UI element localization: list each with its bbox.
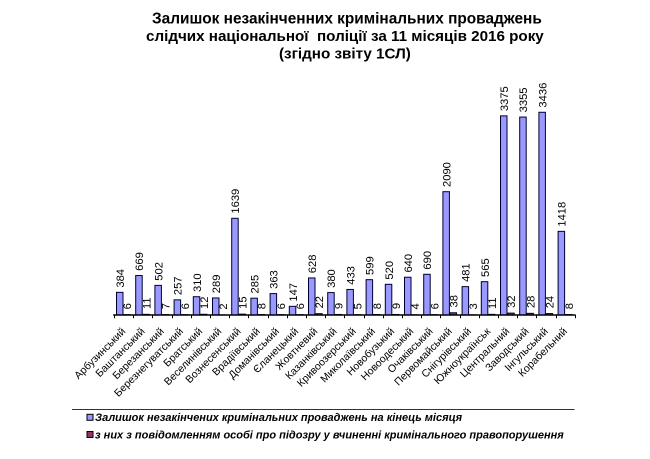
svg-text:32: 32 (506, 295, 518, 307)
svg-text:433: 433 (345, 266, 357, 285)
svg-text:384: 384 (115, 269, 127, 288)
svg-text:1639: 1639 (230, 189, 242, 214)
svg-text:289: 289 (211, 275, 223, 294)
svg-text:6: 6 (276, 303, 288, 309)
svg-text:3375: 3375 (499, 86, 511, 111)
svg-text:8: 8 (564, 303, 576, 309)
svg-text:520: 520 (384, 261, 396, 280)
svg-text:690: 690 (422, 251, 434, 270)
svg-text:8: 8 (372, 303, 384, 309)
svg-text:Залишок незакінченних кримінал: Залишок незакінченних кримінальних прова… (152, 11, 542, 28)
svg-text:3355: 3355 (518, 87, 530, 112)
svg-text:628: 628 (307, 255, 319, 274)
svg-text:6: 6 (429, 303, 441, 309)
svg-text:4: 4 (410, 303, 422, 309)
svg-text:565: 565 (480, 258, 492, 277)
svg-text:11: 11 (487, 297, 499, 309)
svg-text:2090: 2090 (441, 162, 453, 187)
svg-text:з них з повідомленням особі пр: з них з повідомленням особі про підозру … (95, 429, 564, 441)
svg-text:(згідно звіту 1СЛ): (згідно звіту 1СЛ) (279, 46, 411, 63)
svg-text:285: 285 (249, 275, 261, 294)
svg-text:3436: 3436 (537, 83, 549, 108)
svg-text:310: 310 (192, 273, 204, 292)
svg-text:Залишок незакінчених криміналь: Залишок незакінчених кримінальних провад… (95, 412, 463, 424)
svg-text:3: 3 (468, 303, 480, 309)
svg-text:38: 38 (449, 295, 461, 307)
svg-text:28: 28 (525, 296, 537, 308)
svg-text:24: 24 (545, 296, 557, 308)
svg-text:11: 11 (141, 297, 153, 309)
svg-text:481: 481 (461, 263, 473, 282)
svg-text:15: 15 (237, 296, 249, 308)
svg-text:2: 2 (218, 303, 230, 309)
svg-text:380: 380 (326, 269, 338, 288)
svg-text:363: 363 (269, 270, 281, 289)
svg-text:640: 640 (403, 254, 415, 273)
svg-text:9: 9 (391, 303, 403, 309)
svg-text:669: 669 (134, 252, 146, 271)
svg-text:22: 22 (314, 296, 326, 308)
svg-text:6: 6 (180, 303, 192, 309)
svg-text:257: 257 (173, 276, 185, 295)
svg-text:502: 502 (153, 262, 165, 281)
svg-text:5: 5 (353, 303, 365, 309)
svg-text:8: 8 (257, 303, 269, 309)
svg-text:147: 147 (288, 283, 300, 302)
svg-text:6: 6 (295, 303, 307, 309)
svg-text:9: 9 (333, 303, 345, 309)
svg-text:7: 7 (161, 303, 173, 309)
svg-text:599: 599 (365, 256, 377, 275)
svg-text:12: 12 (199, 297, 211, 309)
svg-text:1418: 1418 (557, 202, 569, 227)
svg-text:слідчих національної поліції: слідчих національної поліції за 11 місяц… (146, 28, 544, 45)
svg-text:6: 6 (122, 303, 134, 309)
